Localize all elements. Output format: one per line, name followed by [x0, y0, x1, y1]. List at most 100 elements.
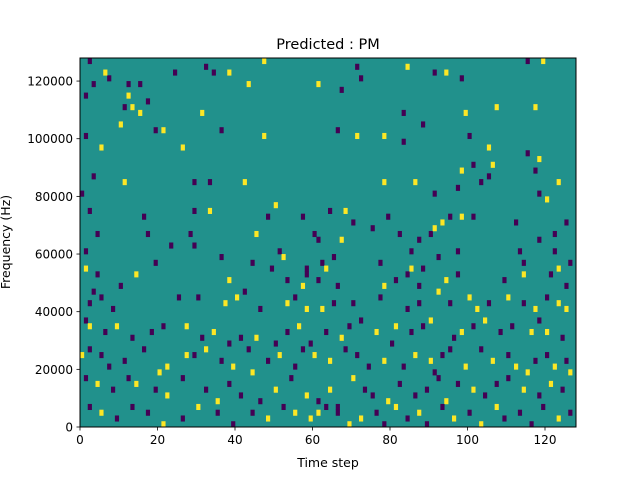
heatmap-cell — [529, 328, 534, 336]
heatmap-cell — [335, 282, 340, 289]
heatmap-cell — [502, 415, 507, 422]
heatmap-cell — [452, 334, 457, 341]
heatmap-cell — [568, 259, 573, 266]
heatmap-cell — [324, 403, 329, 411]
heatmap-cell — [293, 363, 298, 370]
heatmap-cell — [316, 236, 321, 243]
heatmap-cell — [254, 230, 259, 238]
heatmap-cell — [99, 409, 104, 416]
heatmap-cell — [568, 369, 573, 376]
heatmap-cell — [312, 230, 317, 238]
heatmap-cell — [142, 346, 147, 353]
heatmap-cell — [359, 75, 364, 82]
heatmap-cell — [335, 409, 340, 416]
heatmap-cell — [506, 352, 511, 359]
heatmap-cell — [126, 375, 131, 382]
heatmap-cell — [413, 179, 418, 186]
heatmap-cell — [95, 380, 100, 387]
heatmap-cell — [521, 300, 526, 307]
heatmap-cell — [111, 386, 116, 393]
y-tick-label: 20000 — [35, 363, 73, 377]
heatmap-cell — [382, 421, 387, 428]
heatmap-cell — [211, 328, 216, 336]
heatmap-cell — [304, 271, 309, 278]
heatmap-cell — [235, 294, 240, 301]
heatmap-cell — [432, 369, 437, 376]
heatmap-cell — [324, 328, 329, 336]
heatmap-cell — [471, 386, 476, 393]
heatmap-cell — [122, 357, 127, 364]
heatmap-cell — [107, 75, 112, 82]
heatmap-cell — [459, 328, 464, 336]
heatmap-cell — [529, 421, 534, 428]
heatmap-cell — [304, 392, 309, 399]
heatmap-cell — [91, 81, 96, 88]
heatmap-cell — [219, 127, 224, 134]
heatmap-cell — [409, 328, 414, 336]
y-tick-label: 60000 — [35, 248, 73, 262]
heatmap-cell — [231, 421, 236, 428]
heatmap-cell — [180, 144, 185, 151]
heatmap-cell — [347, 323, 352, 330]
heatmap-cell — [494, 104, 499, 111]
heatmap-cell — [215, 409, 220, 416]
heatmap-cell — [521, 386, 526, 393]
heatmap-cell — [207, 207, 213, 214]
heatmap-cell — [459, 75, 464, 82]
heatmap-cell — [107, 363, 112, 370]
heatmap-cell — [99, 144, 104, 151]
heatmap-cell — [452, 415, 457, 422]
heatmap-cell — [192, 207, 197, 214]
heatmap-cell — [525, 369, 530, 376]
heatmap-cell — [382, 132, 387, 140]
heatmap-cell — [486, 173, 492, 180]
heatmap-cell — [242, 179, 247, 186]
heatmap-cell — [494, 403, 499, 411]
heatmap-cell — [382, 357, 387, 364]
heatmap-cell — [134, 380, 139, 387]
heatmap-cell — [161, 127, 166, 134]
heatmap-cell — [266, 357, 271, 364]
heatmap-cell — [545, 294, 550, 301]
heatmap-cell — [537, 190, 542, 197]
heatmap-cell — [87, 403, 92, 411]
heatmap-cell — [130, 334, 135, 341]
heatmap-cell — [370, 392, 375, 399]
heatmap-cell — [324, 265, 329, 272]
heatmap-cell — [200, 334, 205, 341]
heatmap-cell — [479, 179, 484, 186]
heatmap-cell — [304, 265, 309, 272]
heatmap-cell — [440, 403, 445, 411]
heatmap-cell — [455, 248, 461, 255]
heatmap-cell — [91, 173, 96, 180]
y-tick-label: 80000 — [35, 190, 73, 204]
heatmap-cell — [180, 375, 185, 382]
heatmap-cell — [91, 288, 96, 295]
heatmap-cell — [564, 357, 569, 364]
heatmap-cell — [103, 69, 108, 76]
heatmap-cell — [506, 294, 511, 301]
heatmap-cell — [184, 323, 189, 330]
heatmap-cell — [277, 352, 282, 359]
heatmap-cell — [459, 167, 464, 174]
heatmap-cell — [138, 109, 143, 116]
heatmap-cell — [444, 398, 449, 405]
heatmap-cell — [467, 294, 472, 301]
heatmap-cell — [486, 144, 492, 151]
heatmap-cell — [204, 386, 209, 393]
heatmap-cell — [293, 409, 298, 416]
heatmap-cell — [359, 317, 364, 324]
heatmap-cell — [316, 398, 321, 405]
heatmap-cell — [483, 392, 488, 399]
heatmap-cell — [258, 305, 263, 312]
heatmap-cell — [87, 207, 92, 214]
heatmap-cell — [533, 357, 538, 364]
heatmap-cell — [242, 288, 247, 295]
heatmap-cell — [448, 300, 453, 307]
heatmap-cell — [467, 409, 472, 416]
heatmap-cell — [250, 369, 255, 376]
heatmap-cell — [145, 98, 151, 105]
heatmap-cell — [219, 254, 224, 261]
heatmap-cell — [83, 248, 89, 255]
heatmap-cell — [165, 392, 170, 399]
